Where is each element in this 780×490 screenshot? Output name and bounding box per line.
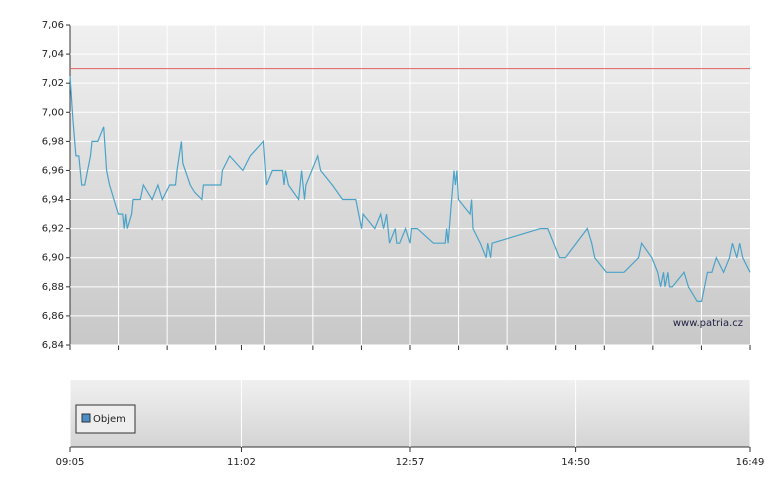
x-tick-label: 09:05 — [56, 457, 85, 468]
legend-label: Objem — [93, 414, 126, 425]
legend-swatch — [81, 413, 91, 423]
y-tick-label: 7,02 — [42, 78, 64, 89]
x-tick-label: 14:50 — [561, 457, 590, 468]
y-tick-label: 7,04 — [42, 49, 64, 60]
y-tick-label: 6,92 — [42, 224, 64, 235]
y-tick-label: 6,98 — [42, 136, 64, 147]
price-line — [69, 75, 751, 302]
y-tick-label: 6,84 — [42, 340, 64, 351]
x-tick-label: 11:02 — [227, 457, 256, 468]
y-tick-label: 7,00 — [42, 107, 64, 118]
x-tick-label: 12:57 — [396, 457, 425, 468]
y-tick-label: 6,90 — [42, 253, 64, 264]
x-tick-label: 16:49 — [736, 457, 765, 468]
y-tick-label: 6,88 — [42, 282, 64, 293]
y-tick-label: 6,96 — [42, 165, 64, 176]
y-tick-label: 6,86 — [42, 311, 64, 322]
watermark: www.patria.cz — [673, 318, 743, 329]
y-tick-label: 6,94 — [42, 195, 64, 206]
y-tick-label: 7,06 — [42, 20, 64, 31]
